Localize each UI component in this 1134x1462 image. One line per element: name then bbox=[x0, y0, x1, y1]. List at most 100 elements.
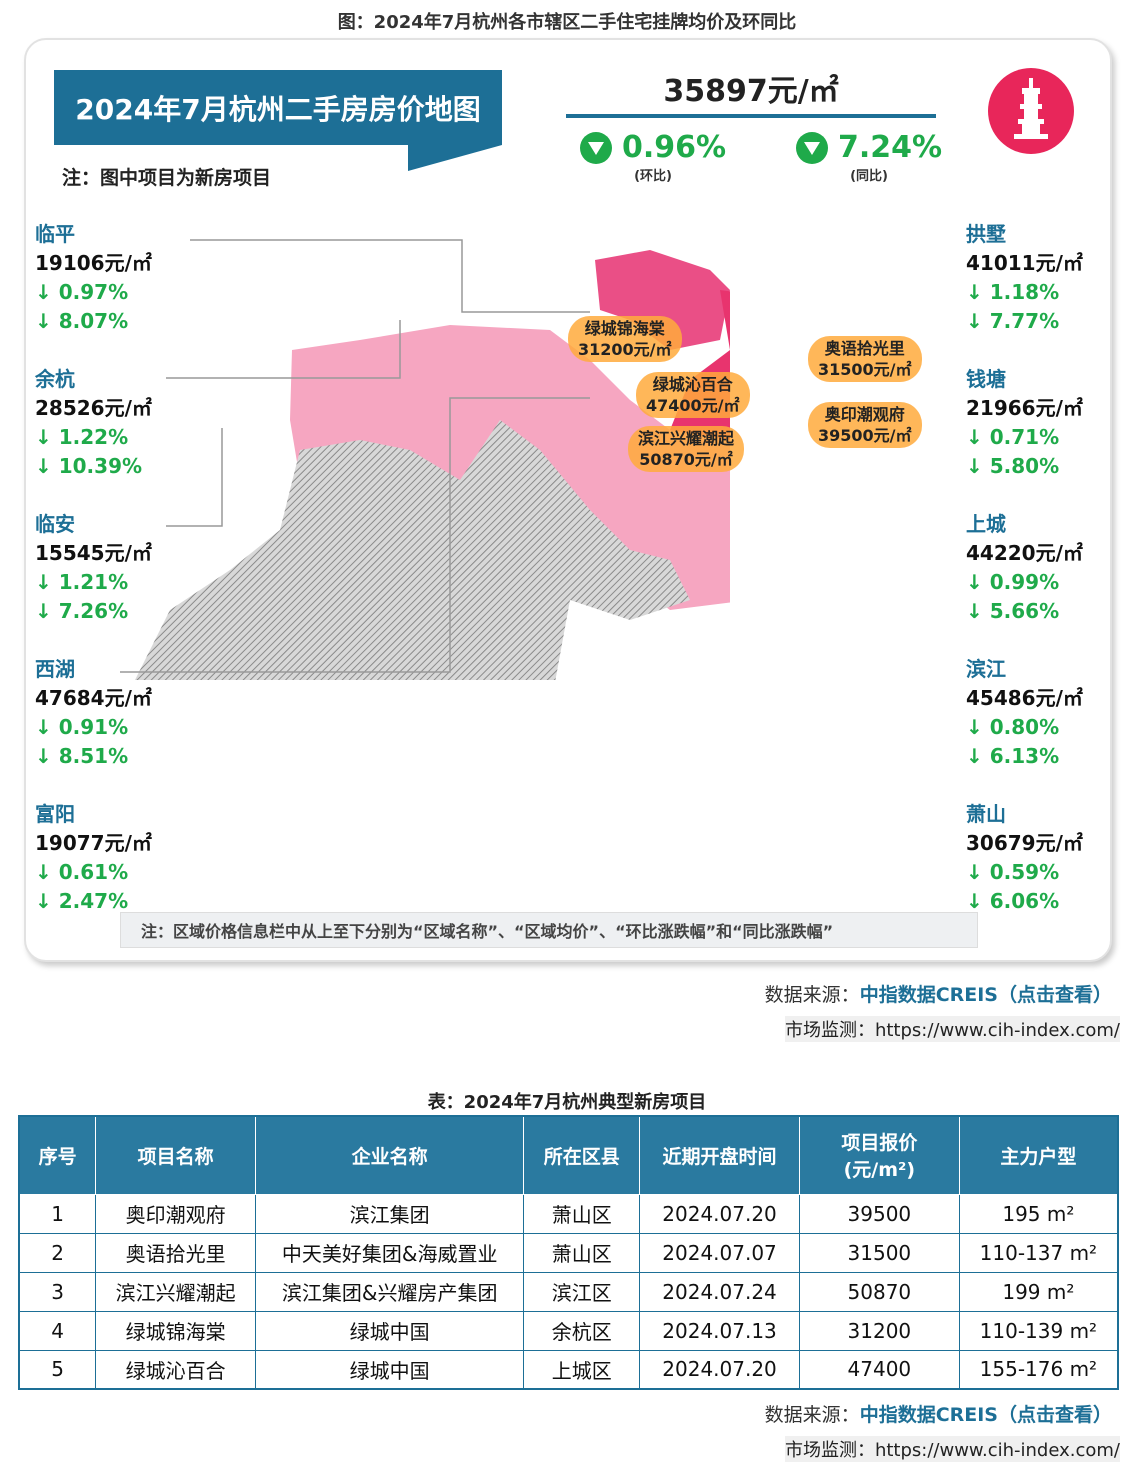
column-header: 所在区县 bbox=[523, 1115, 641, 1195]
table-cell: 绿城中国 bbox=[254, 1349, 525, 1390]
project-name: 滨江兴耀潮起 bbox=[638, 429, 735, 448]
table-cell: 滨江区 bbox=[523, 1271, 641, 1312]
project-name: 奥语拾光里 bbox=[824, 339, 905, 358]
table-row: 3 滨江兴耀潮起 滨江集团&兴耀房产集团 滨江区 2024.07.24 50870 199 … bbox=[18, 1271, 1119, 1312]
table-cell: 滨江兴耀潮起 bbox=[95, 1271, 256, 1312]
project-label-5: 滨江兴耀潮起 50870元/㎡ bbox=[628, 426, 745, 472]
district-yoy: ↓ 7.26% bbox=[35, 599, 129, 623]
district-yoy: ↓ 6.06% bbox=[966, 889, 1060, 913]
table-row: 1 奥印潮观府 滨江集团 萧山区 2024.07.20 39500 195 m² bbox=[18, 1193, 1119, 1234]
table-cell: 滨江集团 bbox=[254, 1193, 525, 1234]
project-price: 47400元/㎡ bbox=[646, 396, 740, 415]
district-mom: ↓ 1.21% bbox=[35, 570, 129, 594]
figure-title: 图：2024年7月杭州各市辖区二手住宅挂牌均价及环同比 bbox=[337, 12, 797, 33]
district-yoy: ↓ 10.39% bbox=[35, 454, 143, 478]
map-note: 注：图中项目为新房项目 bbox=[62, 167, 272, 189]
data-source: 数据来源：中指数据CREIS（点击查看） bbox=[765, 980, 1112, 1007]
down-triangle-icon bbox=[796, 131, 828, 164]
banner-tail bbox=[408, 145, 502, 171]
district-yoy: ↓ 5.80% bbox=[966, 454, 1060, 478]
mom-value: 0.96% bbox=[622, 130, 727, 165]
district-mom: ↓ 0.80% bbox=[966, 715, 1060, 739]
table-cell: 110-137 m² bbox=[958, 1232, 1119, 1273]
district-fuyang: 富阳 19077元/㎡ ↓ 0.61% ↓ 2.47% bbox=[35, 800, 152, 916]
district-name: 萧山 bbox=[966, 802, 1006, 826]
district-price: 44220元/㎡ bbox=[966, 541, 1083, 565]
district-name: 余杭 bbox=[35, 367, 75, 391]
table-cell: 2024.07.20 bbox=[639, 1193, 800, 1234]
market-monitor[interactable]: 市场监测：https://www.cih-index.com/ bbox=[784, 1016, 1120, 1042]
district-name: 钱塘 bbox=[966, 367, 1006, 391]
table-cell: 199 m² bbox=[958, 1271, 1119, 1312]
district-price: 41011元/㎡ bbox=[966, 251, 1083, 275]
table-cell: 滨江集团&兴耀房产集团 bbox=[254, 1271, 525, 1312]
source-link[interactable]: 中指数据CREIS（点击查看） bbox=[859, 1404, 1112, 1426]
district-xiaoshan: 萧山 30679元/㎡ ↓ 0.59% ↓ 6.06% bbox=[966, 800, 1083, 916]
district-name: 西湖 bbox=[35, 657, 75, 681]
leader-lines bbox=[120, 239, 590, 673]
column-header: 主力户型 bbox=[958, 1115, 1119, 1195]
project-label-3: 绿城沁百合 47400元/㎡ bbox=[636, 372, 750, 418]
region-north bbox=[595, 250, 730, 350]
project-label-1: 绿城锦海棠 31200元/㎡ bbox=[568, 316, 682, 362]
district-name: 富阳 bbox=[35, 802, 75, 826]
table-cell: 2 bbox=[18, 1232, 97, 1273]
table-cell: 绿城锦海棠 bbox=[95, 1310, 256, 1351]
district-name: 滨江 bbox=[966, 657, 1006, 681]
district-yoy: ↓ 5.66% bbox=[966, 599, 1060, 623]
market-monitor-2[interactable]: 市场监测：https://www.cih-index.com/ bbox=[784, 1436, 1120, 1462]
district-binjiang: 滨江 45486元/㎡ ↓ 0.80% ↓ 6.13% bbox=[966, 655, 1083, 771]
table-cell: 155-176 m² bbox=[958, 1349, 1119, 1390]
district-linping: 临平 19106元/㎡ ↓ 0.97% ↓ 8.07% bbox=[35, 220, 152, 336]
column-header: 近期开盘时间 bbox=[639, 1115, 800, 1195]
district-qiantang: 钱塘 21966元/㎡ ↓ 0.71% ↓ 5.80% bbox=[966, 365, 1083, 481]
table-cell: 4 bbox=[18, 1310, 97, 1351]
district-mom: ↓ 0.71% bbox=[966, 425, 1060, 449]
district-price: 28526元/㎡ bbox=[35, 396, 152, 420]
pagoda-icon bbox=[988, 68, 1074, 154]
hangzhou-map bbox=[120, 239, 730, 680]
table-cell: 萧山区 bbox=[523, 1232, 641, 1273]
yoy-label: (同比) bbox=[850, 169, 888, 184]
table-cell: 奥语拾光里 bbox=[95, 1232, 256, 1273]
table-row: 4 绿城锦海棠 绿城中国 余杭区 2024.07.13 31200 110-139 m² bbox=[18, 1310, 1119, 1351]
district-yoy: ↓ 8.07% bbox=[35, 309, 129, 333]
average-price: 35897元/㎡ bbox=[663, 74, 839, 109]
table-cell: 195 m² bbox=[958, 1193, 1119, 1234]
table-cell: 47400 bbox=[798, 1349, 960, 1390]
district-linan: 临安 15545元/㎡ ↓ 1.21% ↓ 7.26% bbox=[35, 510, 152, 626]
district-shangcheng: 上城 44220元/㎡ ↓ 0.99% ↓ 5.66% bbox=[966, 510, 1083, 626]
mom-label: (环比) bbox=[634, 169, 672, 184]
district-mom: ↓ 0.91% bbox=[35, 715, 129, 739]
down-triangle-icon bbox=[580, 131, 612, 164]
district-price: 19077元/㎡ bbox=[35, 831, 152, 855]
table-title: 表：2024年7月杭州典型新房项目 bbox=[427, 1092, 707, 1113]
district-mom: ↓ 1.18% bbox=[966, 280, 1060, 304]
district-price: 47684元/㎡ bbox=[35, 686, 152, 710]
table-cell: 5 bbox=[18, 1349, 97, 1390]
district-yoy: ↓ 7.77% bbox=[966, 309, 1060, 333]
table-cell: 2024.07.13 bbox=[639, 1310, 800, 1351]
table-row: 5 绿城沁百合 绿城中国 上城区 2024.07.20 47400 155-176 m² bbox=[18, 1349, 1119, 1390]
district-mom: ↓ 0.97% bbox=[35, 280, 129, 304]
district-price: 45486元/㎡ bbox=[966, 686, 1083, 710]
source-link[interactable]: 中指数据CREIS（点击查看） bbox=[859, 984, 1112, 1006]
source-label: 数据来源： bbox=[764, 1404, 860, 1426]
column-header: 序号 bbox=[18, 1115, 97, 1195]
table-cell: 31500 bbox=[798, 1232, 960, 1273]
district-name: 上城 bbox=[966, 512, 1006, 536]
district-yuhang: 余杭 28526元/㎡ ↓ 1.22% ↓ 10.39% bbox=[35, 365, 152, 481]
legend-note: 注：区域价格信息栏中从上至下分别为“区域名称”、“区域均价”、“环比涨跌幅”和“… bbox=[120, 912, 978, 948]
district-mom: ↓ 0.99% bbox=[966, 570, 1060, 594]
divider bbox=[566, 114, 936, 118]
project-price: 50870元/㎡ bbox=[639, 450, 733, 469]
district-name: 临平 bbox=[35, 222, 75, 246]
table-cell: 2024.07.07 bbox=[639, 1232, 800, 1273]
column-header: 企业名称 bbox=[254, 1115, 525, 1195]
district-mom: ↓ 0.61% bbox=[35, 860, 129, 884]
table-cell: 奥印潮观府 bbox=[95, 1193, 256, 1234]
district-price: 21966元/㎡ bbox=[966, 396, 1083, 420]
yoy-value: 7.24% bbox=[838, 130, 943, 165]
district-name: 临安 bbox=[35, 512, 75, 536]
project-price: 31200元/㎡ bbox=[578, 340, 672, 359]
